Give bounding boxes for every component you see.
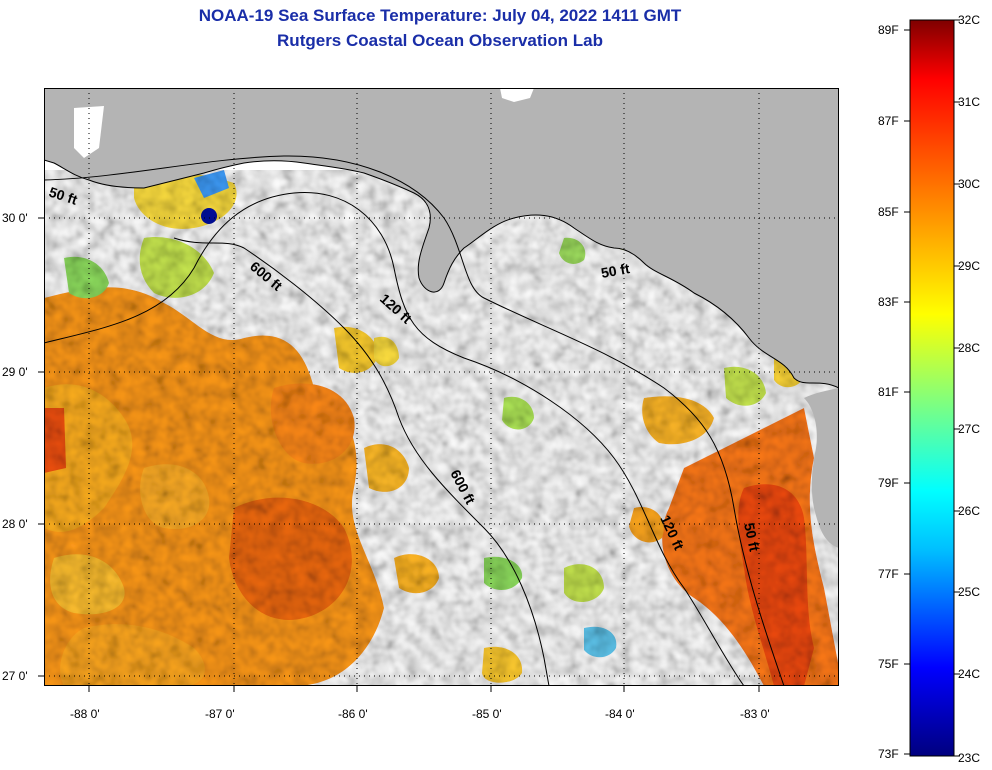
lon-tick-88: -88 0' <box>70 707 100 721</box>
cb-c-28: 28C <box>958 341 980 355</box>
cb-f-75: 75F <box>878 657 899 671</box>
sst-field <box>44 170 839 686</box>
cb-c-26: 26C <box>958 504 980 518</box>
cb-f-83: 83F <box>878 295 899 309</box>
contour-120ft <box>44 191 745 686</box>
lon-tick-85: -85 0' <box>472 707 502 721</box>
cb-c-24: 24C <box>958 667 980 681</box>
lake-region <box>500 88 534 102</box>
lat-tick-28: 28 0' <box>2 517 28 531</box>
lon-tick-87: -87 0' <box>205 707 235 721</box>
lon-tick-86: -86 0' <box>338 707 368 721</box>
lat-tick-30: 30 0' <box>2 211 28 225</box>
contour-label-50ft-south: 50 ft <box>741 521 763 553</box>
cb-c-32: 32C <box>958 13 980 27</box>
sst-map-svg: 50 ft 600 ft 120 ft 50 ft 600 ft 120 ft … <box>44 88 839 686</box>
lat-tick-29: 29 0' <box>2 365 28 379</box>
land-tampa <box>804 388 839 548</box>
contour-label-50ft-east: 50 ft <box>600 260 631 281</box>
cb-c-25: 25C <box>958 585 980 599</box>
sst-map: 50 ft 600 ft 120 ft 50 ft 600 ft 120 ft … <box>44 88 839 686</box>
cb-c-23: 23C <box>958 751 980 765</box>
mobile-bay <box>74 106 104 158</box>
map-subtitle: Rutgers Coastal Ocean Observation Lab <box>277 31 603 50</box>
colorbar <box>909 19 955 757</box>
cb-f-85: 85F <box>878 205 899 219</box>
contour-600ft <box>173 237 550 686</box>
cb-f-87: 87F <box>878 114 899 128</box>
cb-f-81: 81F <box>878 385 899 399</box>
map-title: NOAA-19 Sea Surface Temperature: July 04… <box>198 6 682 25</box>
lon-tick-83: -83 0' <box>740 707 770 721</box>
cb-c-31: 31C <box>958 95 980 109</box>
coastline <box>44 159 839 389</box>
map-frame <box>44 88 839 686</box>
cb-f-77: 77F <box>878 567 899 581</box>
contour-50ft <box>44 155 785 686</box>
cb-f-79: 79F <box>878 476 899 490</box>
lat-tick-27: 27 0' <box>2 669 28 683</box>
cb-f-73: 73F <box>878 747 899 761</box>
cb-f-89: 89F <box>878 23 899 37</box>
lon-tick-84: -84 0' <box>605 707 635 721</box>
cb-c-30: 30C <box>958 177 980 191</box>
cb-c-27: 27C <box>958 422 980 436</box>
cb-c-29: 29C <box>958 259 980 273</box>
